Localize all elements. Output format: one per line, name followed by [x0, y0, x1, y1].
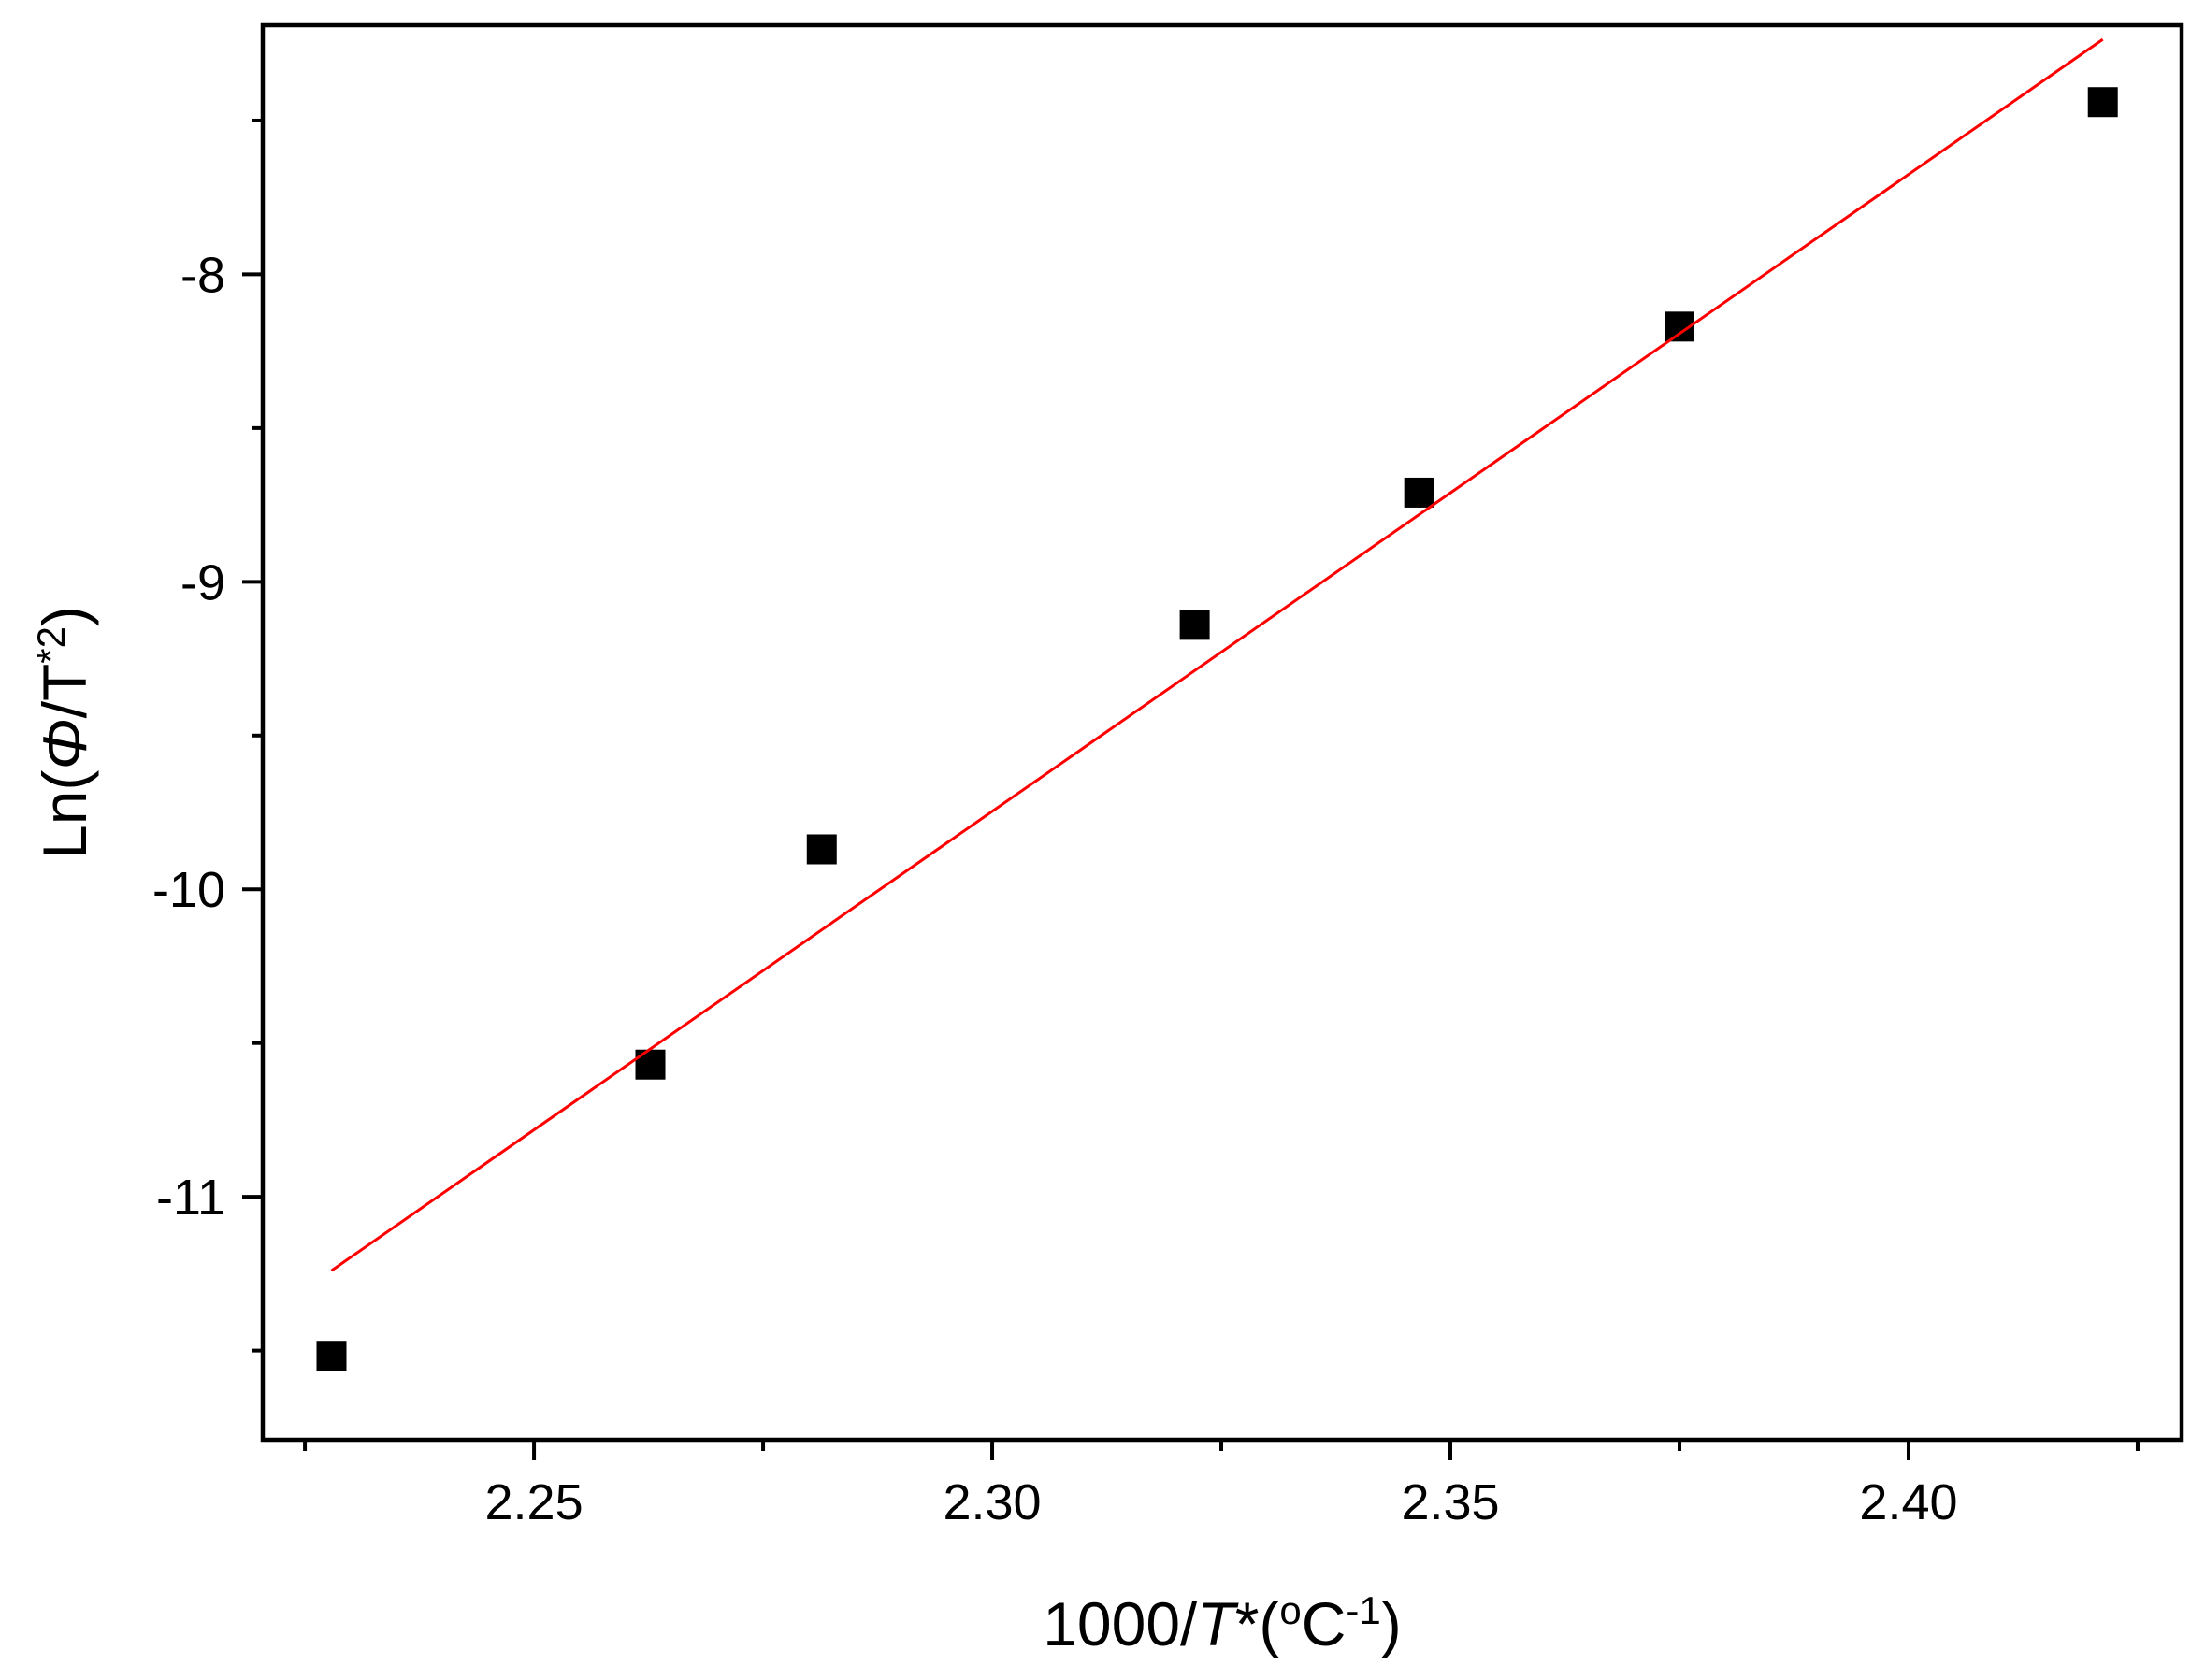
x-tick-label: 2.25 — [485, 1474, 584, 1530]
x-tick-label: 2.40 — [1859, 1474, 1957, 1530]
data-point — [1179, 610, 1210, 640]
data-point — [2087, 87, 2118, 118]
data-point — [316, 1341, 347, 1371]
axis-label-part: Φ — [30, 718, 99, 769]
y-axis-label: Ln(Φ/T*2) — [29, 606, 100, 859]
y-tick-label: -9 — [180, 554, 225, 610]
axis-label-part: ) — [1381, 1589, 1402, 1658]
y-tick-label: -10 — [152, 862, 225, 918]
axis-label-part: C — [1302, 1589, 1347, 1658]
x-tick-label: 2.35 — [1401, 1474, 1499, 1530]
axis-label-part: Ln( — [30, 770, 99, 859]
axis-label-part: 1000/ — [1043, 1589, 1198, 1658]
axis-label-part: ) — [30, 606, 99, 626]
y-tick-label: -8 — [180, 247, 225, 303]
axis-label-part: -1 — [1346, 1588, 1380, 1632]
x-tick-label: 2.30 — [943, 1474, 1041, 1530]
axis-label-part: T — [1197, 1589, 1239, 1658]
data-point — [806, 834, 837, 865]
axis-label-part: o — [1279, 1588, 1301, 1632]
axis-label-part: *2 — [29, 626, 73, 664]
x-axis-label: 1000/T*(oC-1) — [1043, 1588, 1402, 1659]
data-point — [1404, 477, 1434, 508]
axis-label-part: /T — [30, 664, 99, 719]
fit-line — [330, 37, 2104, 1272]
y-tick-label: -11 — [156, 1170, 225, 1226]
data-point — [635, 1049, 666, 1080]
axis-label-part: *( — [1235, 1589, 1280, 1658]
